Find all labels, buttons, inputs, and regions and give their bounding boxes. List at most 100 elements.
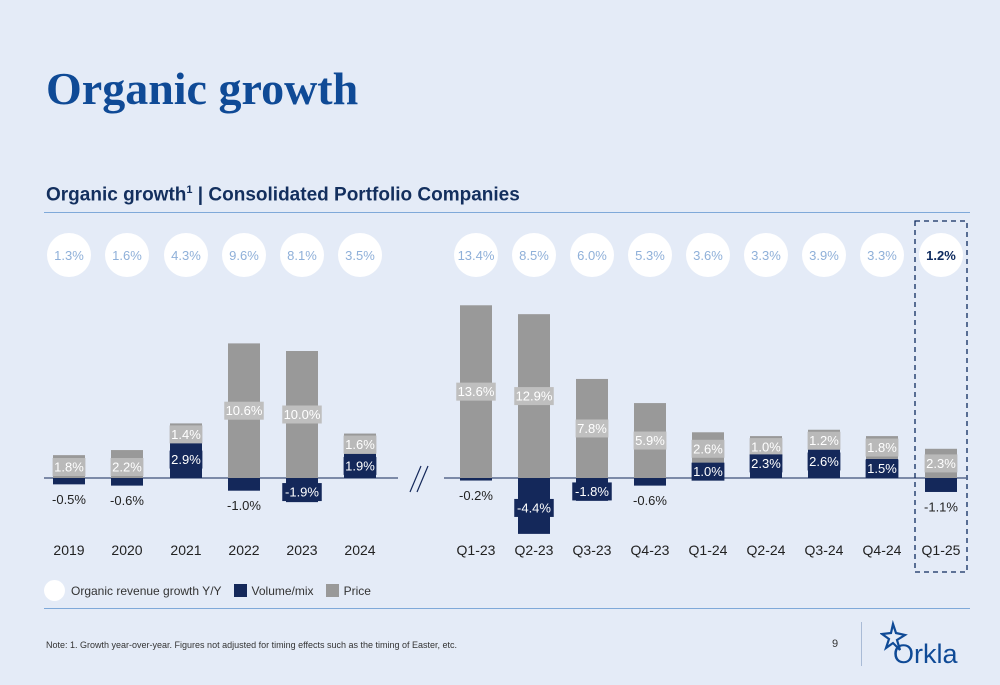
organic-label-Q4-24: 3.3% bbox=[867, 248, 897, 263]
volume-label-Q2-24-bg bbox=[749, 454, 783, 473]
price-label-Q2-23-bg bbox=[514, 387, 554, 406]
volume-bar-2020 bbox=[111, 478, 143, 486]
subtitle-rule bbox=[44, 212, 970, 213]
volume-label-Q4-23: -0.6% bbox=[633, 493, 667, 508]
category-label-Q3-24: Q3-24 bbox=[805, 542, 844, 558]
volume-label-2023: -1.9% bbox=[285, 485, 319, 500]
volume-bar-2019 bbox=[53, 478, 85, 485]
category-label-2024: 2024 bbox=[344, 542, 375, 558]
footnote: Note: 1. Growth year-over-year. Figures … bbox=[46, 640, 458, 650]
volume-bar-2022 bbox=[228, 478, 260, 491]
axis-break-mark-1 bbox=[409, 465, 422, 493]
volume-label-Q2-23: -4.4% bbox=[517, 500, 551, 515]
price-label-Q1-23-bg bbox=[456, 382, 496, 401]
organic-bubble-Q4-23 bbox=[628, 233, 672, 277]
volume-label-2022: -1.0% bbox=[227, 498, 261, 513]
price-label-2020-bg bbox=[110, 458, 144, 476]
volume-label-Q2-23-bg bbox=[514, 498, 554, 517]
price-label-Q2-24-bg bbox=[749, 438, 783, 457]
axis-break-mark-2 bbox=[416, 465, 429, 493]
volume-label-Q1-23: -0.2% bbox=[459, 488, 493, 503]
category-label-Q2-24: Q2-24 bbox=[747, 542, 786, 558]
volume-label-Q2-24: 2.3% bbox=[751, 456, 781, 471]
page-number: 9 bbox=[832, 638, 839, 650]
volume-bar-Q1-23 bbox=[460, 478, 492, 481]
price-label-2020: 2.2% bbox=[112, 460, 142, 475]
volume-bar-Q1-25 bbox=[925, 478, 957, 492]
category-label-Q1-25: Q1-25 bbox=[922, 542, 961, 558]
organic-bubble-Q4-24 bbox=[860, 233, 904, 277]
price-label-2022: 10.6% bbox=[226, 403, 263, 418]
category-label-Q4-24: Q4-24 bbox=[863, 542, 902, 558]
volume-label-Q1-24: 1.0% bbox=[693, 464, 723, 479]
price-label-Q1-24-bg bbox=[691, 439, 725, 458]
subtitle-main: Organic growth bbox=[46, 184, 187, 206]
price-label-2023: 10.0% bbox=[284, 407, 321, 422]
organic-bubble-Q3-23 bbox=[570, 233, 614, 277]
organic-bubble-Q2-24 bbox=[744, 233, 788, 277]
volume-label-Q4-24-bg bbox=[865, 459, 899, 478]
chart-subtitle: Organic growth1 | Consolidated Portfolio… bbox=[46, 184, 520, 206]
price-label-2024-bg bbox=[343, 435, 377, 454]
subtitle-rest: | Consolidated Portfolio Companies bbox=[192, 184, 520, 206]
organic-label-Q2-24: 3.3% bbox=[751, 248, 781, 263]
price-label-Q1-24: 2.6% bbox=[693, 441, 723, 456]
organic-bubble-2022 bbox=[222, 233, 266, 277]
organic-bubble-2021 bbox=[164, 233, 208, 277]
logo-wordmark: Orkla bbox=[893, 639, 958, 668]
organic-label-Q4-23: 5.3% bbox=[635, 248, 665, 263]
legend-organic-label: Organic revenue growth Y/Y bbox=[71, 583, 222, 598]
volume-label-2024-bg bbox=[343, 456, 377, 475]
organic-bubble-2024 bbox=[338, 233, 382, 277]
price-label-2023-bg bbox=[282, 405, 322, 424]
category-label-2020: 2020 bbox=[111, 542, 142, 558]
volume-label-2024: 1.9% bbox=[345, 458, 375, 473]
volume-label-Q3-23: -1.8% bbox=[575, 484, 609, 499]
volume-label-2021-bg bbox=[169, 450, 203, 469]
orkla-logo: Orkla bbox=[880, 619, 958, 668]
highlight-box bbox=[914, 220, 968, 573]
volume-label-Q3-23-bg bbox=[572, 482, 612, 501]
footnote-marker: 1 bbox=[186, 184, 193, 196]
price-label-Q3-24-bg bbox=[807, 431, 841, 450]
category-label-2021: 2021 bbox=[170, 542, 201, 558]
organic-bubble-Q3-24 bbox=[802, 233, 846, 277]
volume-bar-Q4-23 bbox=[634, 478, 666, 486]
price-label-Q3-24: 1.2% bbox=[809, 433, 839, 448]
price-label-Q2-24: 1.0% bbox=[751, 440, 781, 455]
category-label-Q4-23: Q4-23 bbox=[631, 542, 670, 558]
organic-bubble-Q2-23 bbox=[512, 233, 556, 277]
category-label-Q1-23: Q1-23 bbox=[457, 542, 496, 558]
category-label-Q2-23: Q2-23 bbox=[515, 542, 554, 558]
price-label-Q4-24: 1.8% bbox=[867, 440, 897, 455]
price-label-Q1-25: 2.3% bbox=[926, 456, 956, 471]
legend-organic-swatch bbox=[44, 580, 65, 601]
price-label-Q4-24-bg bbox=[865, 438, 899, 457]
price-label-2024: 1.6% bbox=[345, 437, 375, 452]
volume-label-Q1-25: -1.1% bbox=[924, 499, 958, 514]
organic-label-Q3-24: 3.9% bbox=[809, 248, 839, 263]
volume-label-Q3-24: 2.6% bbox=[809, 454, 839, 469]
page-title: Organic growth bbox=[46, 63, 359, 114]
price-label-Q2-23: 12.9% bbox=[516, 389, 553, 404]
organic-bubble-Q1-23 bbox=[454, 233, 498, 277]
price-label-Q1-25-bg bbox=[924, 454, 958, 473]
organic-growth-chart: 1.8% -0.5% 1.3% 2019 2.2% -0.6% 1.6% 2020 1.4% 2.… bbox=[44, 220, 968, 573]
category-label-Q3-23: Q3-23 bbox=[573, 542, 612, 558]
price-label-Q3-23: 7.8% bbox=[577, 421, 607, 436]
volume-label-Q3-24-bg bbox=[807, 452, 841, 471]
logo-star-icon bbox=[880, 619, 908, 651]
legend-volume-label: Volume/mix bbox=[251, 583, 314, 598]
volume-label-2021: 2.9% bbox=[171, 452, 201, 467]
volume-label-Q1-24-bg bbox=[691, 462, 725, 481]
organic-label-Q1-25: 1.2% bbox=[926, 248, 956, 263]
category-label-2022: 2022 bbox=[228, 542, 259, 558]
category-label-2023: 2023 bbox=[286, 542, 317, 558]
category-label-2019: 2019 bbox=[53, 542, 84, 558]
organic-bubble-2023 bbox=[280, 233, 324, 277]
organic-label-2020: 1.6% bbox=[112, 248, 142, 263]
price-label-Q1-23: 13.6% bbox=[458, 384, 495, 399]
legend-price-label: Price bbox=[343, 583, 371, 598]
price-label-2019: 1.8% bbox=[54, 460, 84, 475]
category-label-Q1-24: Q1-24 bbox=[689, 542, 728, 558]
